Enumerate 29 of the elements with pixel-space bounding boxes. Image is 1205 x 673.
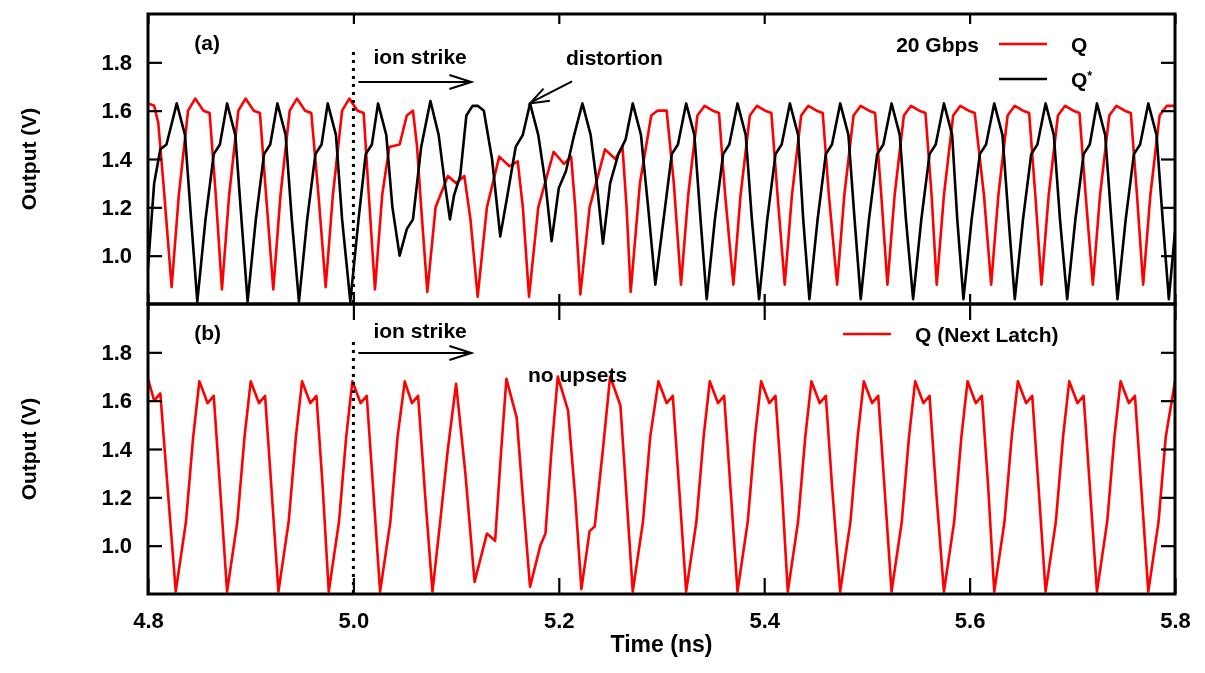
y-axis-title: Output (V) xyxy=(17,107,40,211)
x-tick-label: 5.2 xyxy=(544,607,575,633)
y-tick-label: 1.6 xyxy=(101,98,132,124)
annotation: no upsets xyxy=(527,363,628,386)
y-tick-label: 1.8 xyxy=(101,339,132,365)
legend-label: Q (Next Latch) xyxy=(915,323,1059,346)
y-tick-label: 1.4 xyxy=(101,436,133,462)
annotation: ion strike xyxy=(373,319,467,342)
y-tick-label: 1.0 xyxy=(101,533,132,559)
y-tick-label: 1.6 xyxy=(101,388,132,414)
y-tick-label: 1.4 xyxy=(101,146,133,172)
x-tick-label: 5.6 xyxy=(954,607,986,633)
x-tick-label: 5.4 xyxy=(749,607,781,633)
x-axis-title: Time (ns) xyxy=(610,631,713,657)
y-tick-label: 1.8 xyxy=(101,49,132,75)
legend-title: 20 Gbps xyxy=(896,33,979,56)
y-axis-title: Output (V) xyxy=(17,397,40,501)
y-tick-label: 1.2 xyxy=(101,484,132,510)
legend-label: Q$^{*}$ xyxy=(1071,68,1093,91)
legend-label: Q xyxy=(1071,33,1088,56)
y-tick-label: 1.2 xyxy=(101,194,132,220)
x-tick-label: 4.8 xyxy=(133,607,164,633)
annotation: (a) xyxy=(194,31,220,54)
annotation: ion strike xyxy=(373,45,467,68)
y-tick-label: 1.0 xyxy=(101,243,132,269)
x-tick-label: 5.8 xyxy=(1160,607,1191,633)
annotation: distortion xyxy=(566,46,663,70)
x-tick-label: 5.0 xyxy=(338,607,370,633)
annotation: (b) xyxy=(194,321,222,344)
